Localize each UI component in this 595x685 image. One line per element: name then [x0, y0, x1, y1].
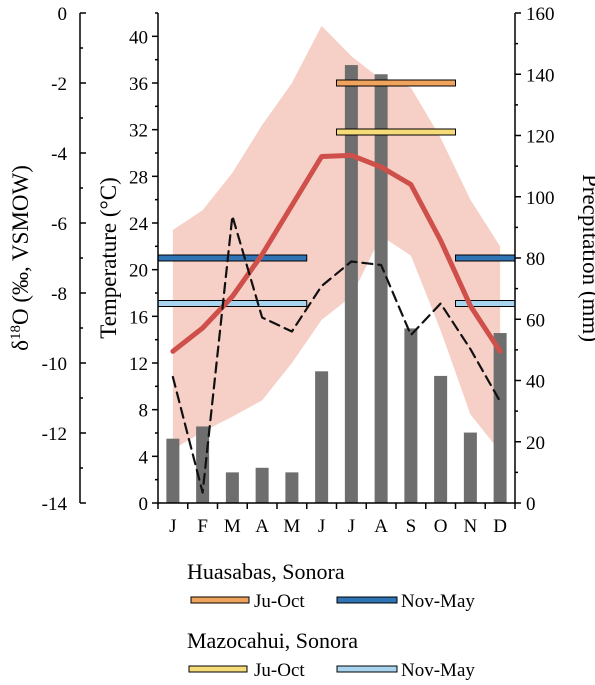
precipitation-axis-title: Precpitation (mm)	[578, 174, 595, 342]
temperature-tick-label: 20	[129, 261, 148, 282]
precipitation-tick-label: 0	[526, 494, 536, 515]
legend: Huasabas, Sonora Ju-Oct Nov-May Mazocahu…	[187, 559, 475, 681]
temperature-tick-label: 36	[129, 74, 148, 95]
axes: 0 -2 -4 -6 -8 -10 -12 -14 0 4 8 12 16 20 24 28 32 36 40 0 20…	[42, 4, 555, 537]
temperature-tick-label: 24	[129, 214, 149, 235]
precipitation-tick-label: 160	[526, 4, 555, 25]
temperature-tick-label: 8	[139, 401, 149, 422]
month-label-10: O	[434, 516, 448, 537]
temperature-tick-label: 4	[139, 447, 149, 468]
legend-label-huasabas-ju-oct: Ju-Oct	[254, 591, 305, 612]
legend-swatch-huasabas-nov-may	[336, 596, 398, 604]
precipitation-tick-label: 40	[526, 372, 545, 393]
precipitation-bar-1	[166, 438, 180, 503]
d18o-tick-label: -6	[51, 214, 67, 235]
temperature-mean-line	[170, 152, 503, 354]
d18o-axis-title-sup: 18	[8, 325, 24, 340]
temperature-range-band	[172, 25, 501, 452]
hline-huasabas-nov-may-2	[455, 254, 516, 262]
precipitation-tick-label: 60	[526, 310, 545, 331]
precipitation-tick-label: 80	[526, 249, 545, 270]
d18o-tick-label: -8	[51, 284, 67, 305]
temperature-axis-title: Temperature (°C)	[96, 177, 121, 338]
month-label-2: F	[197, 516, 208, 537]
precipitation-bars	[166, 65, 507, 503]
legend-swatch-mazocahui-nov-may	[336, 665, 398, 673]
axis-titles: δ18O (‰, VSMOW) Temperature (°C) Precpit…	[8, 165, 595, 351]
temperature-tick-label: 0	[139, 494, 149, 515]
temperature-tick-label: 32	[129, 121, 148, 142]
hline-huasabas-ju-oct-1	[336, 79, 456, 87]
d18o-tick-label: -4	[51, 144, 67, 165]
d18o-tick-label: -10	[42, 354, 67, 375]
legend-label-huasabas-nov-may: Nov-May	[401, 591, 475, 612]
month-label-7: J	[348, 516, 355, 537]
month-label-4: A	[255, 516, 269, 537]
legend-label-mazocahui-nov-may: Nov-May	[401, 660, 475, 681]
legend-title-huasabas: Huasabas, Sonora	[187, 559, 345, 584]
hline-mazocahui-ju-oct-1	[336, 128, 456, 136]
d18o-tick-label: -2	[51, 74, 67, 95]
temperature-tick-label: 16	[129, 307, 148, 328]
hline-mazocahui-nov-may-2	[455, 300, 516, 307]
precipitation-bar-5	[285, 472, 299, 503]
seasonal-d18o-lines	[157, 79, 516, 307]
month-label-12: D	[493, 516, 507, 537]
precipitation-bar-4	[255, 467, 269, 503]
temperature-tick-label: 12	[129, 354, 148, 375]
precipitation-bar-9	[404, 328, 418, 503]
precipitation-bar-2	[196, 426, 210, 503]
month-label-6: J	[318, 516, 325, 537]
precipitation-tick-label: 120	[526, 127, 555, 148]
legend-label-mazocahui-ju-oct: Ju-Oct	[254, 660, 305, 681]
hline-mazocahui-nov-may-1	[157, 300, 308, 307]
d18o-tick-label: 0	[58, 4, 68, 25]
month-label-5: M	[283, 516, 300, 537]
d18o-tick-label: -14	[42, 494, 68, 515]
month-label-11: N	[464, 516, 478, 537]
temperature-tick-label: 28	[129, 167, 148, 188]
precipitation-tick-label: 20	[526, 433, 545, 454]
month-label-8: A	[374, 516, 388, 537]
precipitation-tick-label: 140	[526, 65, 555, 86]
temperature-tick-label: 40	[129, 27, 148, 48]
d18o-tick-label: -12	[42, 424, 67, 445]
month-label-9: S	[406, 516, 417, 537]
precipitation-bar-3	[225, 472, 239, 503]
precipitation-tick-label: 100	[526, 188, 555, 209]
precipitation-bar-11	[463, 432, 477, 503]
month-label-3: M	[224, 516, 241, 537]
d18o-dashed-line	[171, 214, 502, 494]
temperature-band-area	[172, 25, 501, 452]
precipitation-bar-10	[434, 375, 448, 503]
hline-huasabas-nov-may-1	[157, 254, 308, 262]
legend-swatch-mazocahui-ju-oct	[188, 665, 248, 673]
legend-swatch-huasabas-ju-oct	[190, 596, 250, 604]
precipitation-bar-12	[493, 333, 507, 503]
precipitation-bar-8	[374, 74, 388, 503]
legend-title-mazocahui: Mazocahui, Sonora	[187, 628, 358, 653]
month-label-1: J	[169, 516, 176, 537]
precipitation-bar-6	[315, 371, 329, 503]
d18o-axis-title: δ18O (‰, VSMOW)	[8, 165, 33, 351]
series-lines	[170, 152, 503, 494]
precipitation-bar-7	[344, 65, 358, 503]
